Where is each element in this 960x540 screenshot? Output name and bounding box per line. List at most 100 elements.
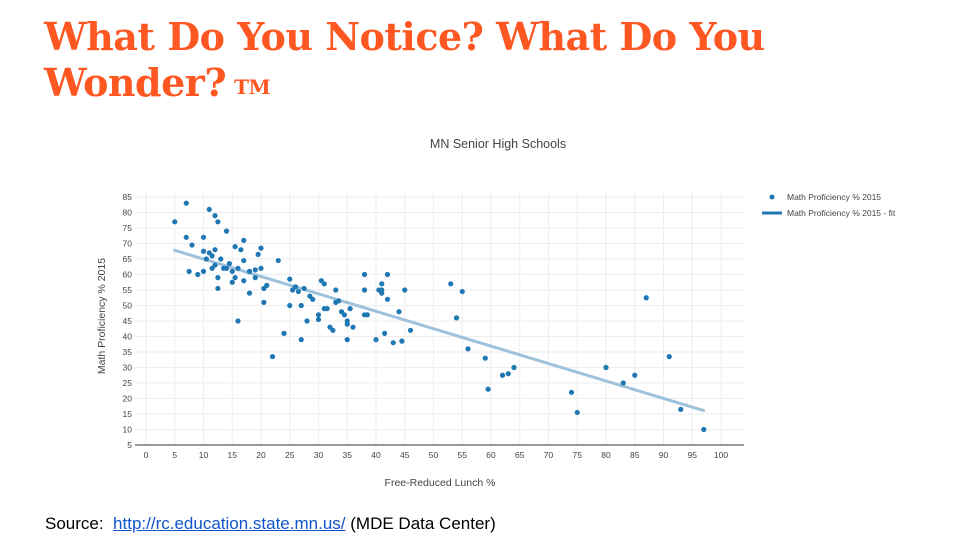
data-point-67 (333, 287, 339, 293)
y-tick-label-4: 25 (123, 378, 133, 388)
data-point-26 (229, 268, 235, 274)
data-point-28 (232, 244, 238, 250)
data-point-41 (258, 265, 264, 271)
data-point-39 (255, 251, 261, 257)
data-point-14 (212, 213, 218, 219)
legend-label-fit: Math Proficiency % 2015 - fit (787, 208, 896, 218)
data-point-88 (384, 296, 391, 302)
data-point-107 (632, 372, 638, 378)
x-tick-label-11: 55 (458, 450, 468, 460)
data-point-110 (678, 406, 684, 412)
data-point-4 (189, 242, 195, 248)
data-point-9 (203, 256, 209, 262)
data-point-90 (396, 309, 402, 315)
data-point-8 (200, 248, 207, 254)
x-tick-label-2: 10 (199, 450, 209, 460)
data-point-31 (238, 247, 244, 253)
data-point-92 (402, 287, 408, 293)
data-point-85 (379, 281, 385, 287)
x-tick-label-12: 60 (486, 450, 496, 460)
data-point-75 (347, 306, 353, 312)
x-tick-label-0: 0 (144, 450, 149, 460)
y-tick-label-2: 15 (123, 409, 133, 419)
data-point-96 (459, 288, 465, 295)
x-tick-label-4: 20 (256, 450, 266, 460)
x-tick-label-9: 45 (400, 450, 410, 460)
data-point-38 (252, 267, 258, 273)
data-point-74 (344, 337, 350, 343)
data-point-18 (215, 275, 221, 281)
y-tick-label-0: 5 (127, 440, 132, 450)
data-point-111 (701, 426, 707, 433)
data-point-73 (344, 318, 350, 324)
data-point-78 (361, 287, 368, 293)
slide-title-text: What Do You Notice? What Do You Wonder? (44, 14, 765, 105)
source-citation: Source: http://rc.education.state.mn.us/… (45, 514, 496, 534)
data-point-34 (241, 278, 247, 284)
y-tick-label-16: 85 (123, 192, 133, 202)
data-point-7 (200, 268, 207, 274)
y-tick-label-8: 45 (123, 316, 133, 326)
data-point-10 (206, 206, 212, 212)
x-tick-label-20: 100 (714, 450, 728, 460)
data-point-3 (186, 268, 192, 274)
data-point-48 (287, 276, 293, 282)
data-point-97 (465, 346, 471, 352)
data-point-43 (261, 299, 267, 305)
data-point-27 (232, 275, 238, 281)
x-tick-label-7: 35 (343, 450, 353, 460)
x-tick-label-15: 75 (573, 450, 583, 460)
data-point-109 (666, 354, 672, 360)
data-point-95 (453, 315, 460, 321)
data-point-77 (361, 271, 368, 278)
y-tick-label-1: 10 (123, 425, 133, 435)
data-point-66 (330, 327, 336, 333)
data-point-22 (223, 228, 230, 234)
data-point-86 (382, 330, 388, 336)
x-tick-labels: 0 5 10 15 20 25 30 35 40 45 50 55 60 65 70 75 80 85 90 95 10… (144, 450, 729, 460)
data-point-51 (292, 284, 299, 290)
y-tick-label-9: 50 (123, 301, 133, 311)
x-tick-label-16: 80 (601, 450, 611, 460)
x-tick-label-5: 25 (285, 450, 295, 460)
data-point-45 (269, 354, 276, 360)
data-point-91 (399, 338, 405, 344)
x-tick-label-14: 70 (544, 450, 554, 460)
source-label: Source: (45, 514, 104, 533)
chart-legend: Math Proficiency % 2015 Math Proficiency… (762, 192, 896, 218)
data-point-103 (568, 389, 575, 395)
y-tick-label-7: 40 (123, 332, 133, 342)
data-point-80 (364, 312, 370, 318)
data-point-24 (226, 261, 232, 267)
source-link[interactable]: http://rc.education.state.mn.us/ (113, 514, 346, 533)
data-point-40 (258, 245, 264, 251)
data-point-1 (183, 200, 189, 206)
data-point-35 (246, 268, 253, 274)
data-point-60 (315, 316, 322, 323)
data-point-23 (223, 265, 230, 271)
data-point-93 (407, 327, 414, 333)
chart-grid (135, 192, 744, 446)
data-point-69 (336, 298, 342, 304)
source-note: (MDE Data Center) (350, 514, 496, 533)
y-tick-label-12: 65 (123, 254, 133, 264)
data-point-30 (235, 265, 241, 271)
data-point-87 (384, 271, 391, 278)
data-point-52 (295, 288, 301, 295)
data-point-58 (310, 296, 316, 302)
data-point-71 (341, 312, 347, 318)
data-point-13 (209, 253, 215, 259)
y-tick-label-3: 20 (123, 394, 133, 404)
data-point-37 (252, 275, 258, 281)
data-point-44 (264, 282, 270, 288)
data-point-15 (212, 247, 218, 253)
data-point-108 (643, 295, 649, 301)
trademark-symbol: TM (234, 75, 271, 99)
y-tick-label-11: 60 (123, 270, 133, 280)
data-point-54 (298, 337, 304, 343)
data-point-102 (511, 364, 517, 371)
data-point-56 (304, 318, 310, 324)
slide-title: What Do You Notice? What Do You Wonder? T… (44, 14, 904, 106)
x-tick-label-6: 30 (314, 450, 324, 460)
data-point-101 (505, 371, 511, 377)
